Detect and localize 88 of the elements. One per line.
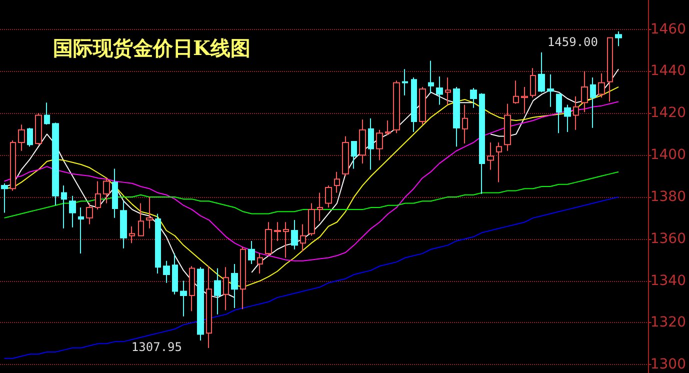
annotation: 1459.00 bbox=[547, 35, 598, 49]
candlestick bbox=[521, 86, 528, 114]
candlestick bbox=[308, 202, 315, 236]
candlestick bbox=[359, 118, 366, 164]
candlestick bbox=[129, 226, 135, 244]
candlestick bbox=[590, 77, 596, 128]
candlestick bbox=[283, 222, 289, 258]
y-tick-label: 1360 bbox=[650, 230, 686, 247]
candlestick bbox=[1, 182, 8, 214]
candlestick bbox=[513, 80, 519, 104]
line-series bbox=[4, 196, 620, 359]
candlestick bbox=[393, 80, 400, 134]
candlestick bbox=[538, 52, 545, 93]
candlestick bbox=[95, 180, 101, 210]
candlestick bbox=[112, 168, 118, 218]
candlestick bbox=[265, 222, 272, 256]
text: 国际现货金价日K线图 bbox=[53, 36, 250, 60]
y-tick-label: 1320 bbox=[650, 314, 686, 331]
y-tick-label: 1340 bbox=[650, 272, 686, 289]
candlestick bbox=[223, 266, 229, 311]
candlestick bbox=[257, 253, 263, 274]
candlestick bbox=[18, 124, 25, 152]
candlestick bbox=[69, 195, 76, 228]
candlestick bbox=[334, 171, 340, 194]
candlestick bbox=[607, 37, 613, 102]
candlestick bbox=[248, 240, 255, 265]
candlestick bbox=[368, 118, 374, 170]
candlestick bbox=[291, 220, 298, 250]
candlestick bbox=[214, 268, 221, 315]
candlestick bbox=[564, 104, 571, 133]
y-tick-label: 1460 bbox=[650, 21, 686, 38]
candlestick bbox=[470, 88, 477, 108]
candlestick bbox=[86, 202, 93, 225]
line-series bbox=[4, 101, 620, 262]
candlestick bbox=[615, 30, 622, 47]
candlestick bbox=[180, 280, 187, 317]
candlestick bbox=[496, 142, 502, 183]
candlestick bbox=[436, 76, 443, 106]
y-tick-label: 1420 bbox=[650, 105, 686, 122]
candlestick bbox=[581, 70, 588, 113]
candlestick bbox=[300, 224, 306, 252]
candlestick bbox=[402, 68, 408, 96]
candlestick bbox=[342, 136, 349, 177]
candlestick bbox=[325, 184, 332, 208]
y-tick-label: 1400 bbox=[650, 147, 686, 164]
candlestick bbox=[504, 103, 511, 152]
candlestick bbox=[556, 94, 562, 134]
candlestick bbox=[27, 127, 33, 148]
y-tick-label: 1440 bbox=[650, 63, 686, 80]
candlestick bbox=[206, 266, 212, 348]
candlestick bbox=[547, 74, 554, 108]
candlestick bbox=[120, 200, 127, 249]
candlestick bbox=[138, 202, 144, 236]
candlestick bbox=[376, 129, 383, 161]
candlestick bbox=[35, 112, 42, 146]
annotation: 1307.95 bbox=[131, 340, 182, 354]
candlestick bbox=[197, 266, 204, 342]
candlestick bbox=[78, 206, 84, 254]
candlestick bbox=[428, 60, 434, 94]
candlestick bbox=[411, 77, 417, 133]
candlestick bbox=[453, 86, 460, 148]
line-series bbox=[4, 171, 620, 218]
candlestick bbox=[573, 96, 579, 130]
candlestick bbox=[419, 86, 426, 126]
candlestick bbox=[445, 77, 451, 106]
candlestick bbox=[155, 213, 161, 274]
candlestick bbox=[530, 68, 536, 98]
candlestick bbox=[146, 196, 153, 229]
candlestick bbox=[189, 266, 195, 312]
candlestick bbox=[240, 246, 246, 310]
candlestick bbox=[351, 140, 357, 170]
candlestick bbox=[479, 92, 485, 194]
candlestick bbox=[10, 140, 16, 192]
candlestick bbox=[462, 104, 468, 144]
candlestick bbox=[44, 102, 50, 126]
candlestick bbox=[231, 264, 238, 309]
candlestick bbox=[385, 120, 391, 136]
candlestick bbox=[487, 142, 494, 170]
candlestick bbox=[598, 72, 605, 98]
y-tick-label: 1380 bbox=[650, 188, 686, 205]
candlestick bbox=[274, 222, 281, 242]
candlestick bbox=[172, 253, 178, 295]
candlestick bbox=[52, 122, 59, 206]
candlestick bbox=[61, 184, 67, 229]
candlestick bbox=[163, 260, 170, 284]
y-tick-label: 1300 bbox=[650, 356, 686, 373]
candlestick bbox=[317, 192, 323, 222]
candlestick bbox=[103, 178, 110, 204]
